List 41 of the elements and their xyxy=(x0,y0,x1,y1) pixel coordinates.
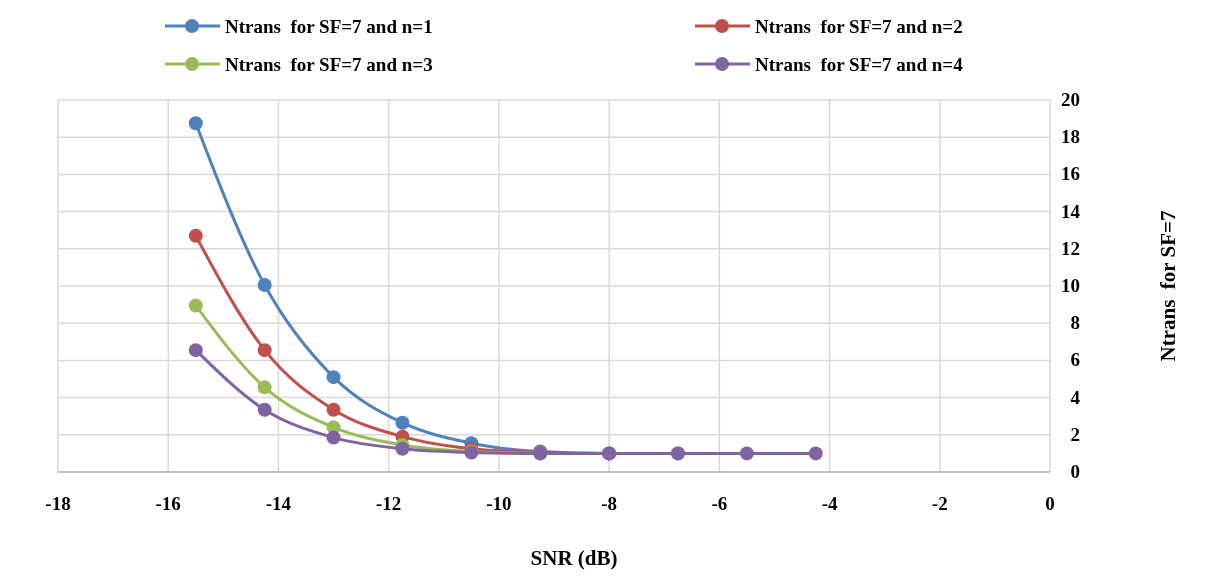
y-tick-label: 2 xyxy=(1070,423,1080,445)
point xyxy=(257,278,272,293)
x-tick-label: -18 xyxy=(45,493,71,514)
y-tick-label: 4 xyxy=(1070,386,1081,408)
y-axis-title: Ntrans for SF=7 xyxy=(1156,210,1180,362)
legend-label: Ntrans for SF=7 and n=2 xyxy=(755,16,963,37)
y-tick-label: 20 xyxy=(1061,89,1080,110)
y-tick-label: 10 xyxy=(1061,275,1080,296)
legend-label: Ntrans for SF=7 and n=3 xyxy=(225,54,433,75)
point xyxy=(188,116,203,131)
point xyxy=(257,402,272,417)
y-tick-label: 12 xyxy=(1061,237,1080,259)
point xyxy=(739,446,754,461)
x-axis-title: SNR (dB) xyxy=(530,546,618,570)
point xyxy=(188,298,203,313)
x-tick-label: -12 xyxy=(376,493,402,514)
point xyxy=(188,343,203,358)
point xyxy=(326,402,341,417)
x-tick-label: -16 xyxy=(155,493,181,514)
y-tick-label: 16 xyxy=(1061,163,1080,185)
x-tick-label: -14 xyxy=(265,493,292,514)
x-tick-label: -4 xyxy=(821,493,838,514)
point xyxy=(257,380,272,395)
legend-label: Ntrans for SF=7 and n=1 xyxy=(225,16,433,37)
point xyxy=(326,370,341,385)
x-tick-label: -6 xyxy=(711,493,728,514)
y-tick-label: 0 xyxy=(1070,461,1080,482)
x-tick-label: -10 xyxy=(486,493,512,514)
y-tick-label: 18 xyxy=(1061,126,1080,148)
y-tick-label: 8 xyxy=(1070,312,1080,334)
point xyxy=(257,343,272,358)
y-tick-label: 14 xyxy=(1061,200,1081,222)
x-tick-label: 0 xyxy=(1045,493,1055,514)
x-tick-label: -2 xyxy=(931,493,948,514)
point xyxy=(808,446,823,461)
x-tick-label: -8 xyxy=(601,493,618,514)
point xyxy=(188,228,203,243)
legend-label: Ntrans for SF=7 and n=4 xyxy=(755,54,964,75)
point xyxy=(326,430,341,445)
y-tick-label: 6 xyxy=(1070,349,1080,371)
point xyxy=(395,415,410,430)
